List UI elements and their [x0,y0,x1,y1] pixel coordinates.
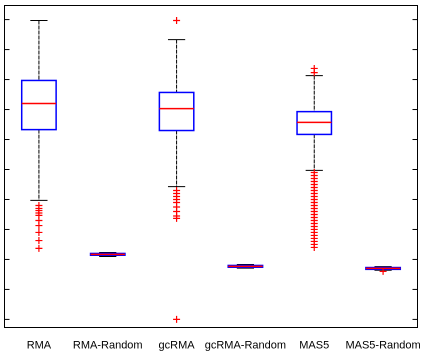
outlier [35,244,43,252]
outlier [310,243,318,251]
x-tick-label: gcRMA [159,339,196,351]
outlier [310,69,318,77]
box [158,91,195,132]
outlier [173,214,181,222]
outlier [35,222,43,230]
x-tick-label: gcRMA-Random [205,339,286,351]
x-tick-label: MAS5 [299,339,329,351]
x-tick-label: RMA [27,339,52,351]
outlier [173,315,181,323]
outlier [35,237,43,245]
outlier [379,267,387,275]
outlier [35,228,43,236]
x-tick-label: MAS5-Random [345,339,420,351]
outlier [173,16,181,24]
x-tick-label: RMA-Random [73,339,143,351]
plot-frame [4,5,418,328]
box [20,79,57,131]
